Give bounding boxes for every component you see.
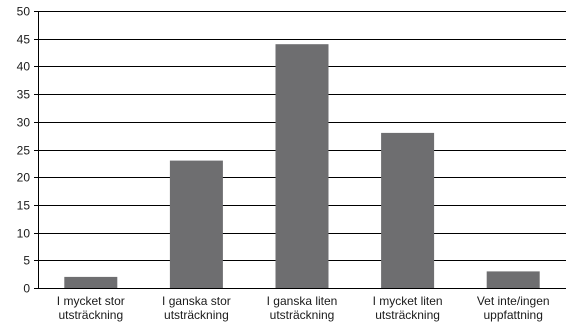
- y-tick-label-35: 35: [17, 88, 31, 102]
- bar-0: [64, 276, 118, 288]
- y-tick-label-45: 45: [17, 33, 31, 47]
- x-category-label-2-line-1: utsträckning: [270, 308, 335, 322]
- x-category-label-3-line-1: utsträckning: [375, 308, 440, 322]
- axis-layer: [34, 11, 566, 289]
- x-category-label-4-line-1: uppfattning: [484, 308, 543, 322]
- y-tick-label-30: 30: [17, 116, 31, 130]
- bar-2: [275, 44, 329, 289]
- bar-3: [381, 132, 435, 288]
- x-category-label-3-line-0: I mycket liten: [373, 294, 443, 308]
- x-category-label-1-line-0: I ganska stor: [162, 294, 231, 308]
- bar-1: [169, 160, 223, 288]
- y-tick-label-25: 25: [17, 144, 31, 158]
- x-category-label-2-line-0: I ganska liten: [267, 294, 338, 308]
- y-tick-label-0: 0: [23, 282, 30, 296]
- x-category-label-0-line-0: I mycket stor: [57, 294, 125, 308]
- y-tick-label-20: 20: [17, 171, 31, 185]
- y-tick-label-15: 15: [17, 199, 31, 213]
- y-tick-label-10: 10: [17, 227, 31, 241]
- x-category-label-4-line-0: Vet inte/ingen: [477, 294, 550, 308]
- x-category-label-0-line-1: utsträckning: [58, 308, 123, 322]
- y-tick-label-50: 50: [17, 5, 31, 19]
- bar-4: [486, 271, 540, 288]
- bar-layer: [64, 44, 540, 289]
- x-category-label-1-line-1: utsträckning: [164, 308, 229, 322]
- y-tick-label-40: 40: [17, 60, 31, 74]
- y-tick-label-5: 5: [23, 254, 30, 268]
